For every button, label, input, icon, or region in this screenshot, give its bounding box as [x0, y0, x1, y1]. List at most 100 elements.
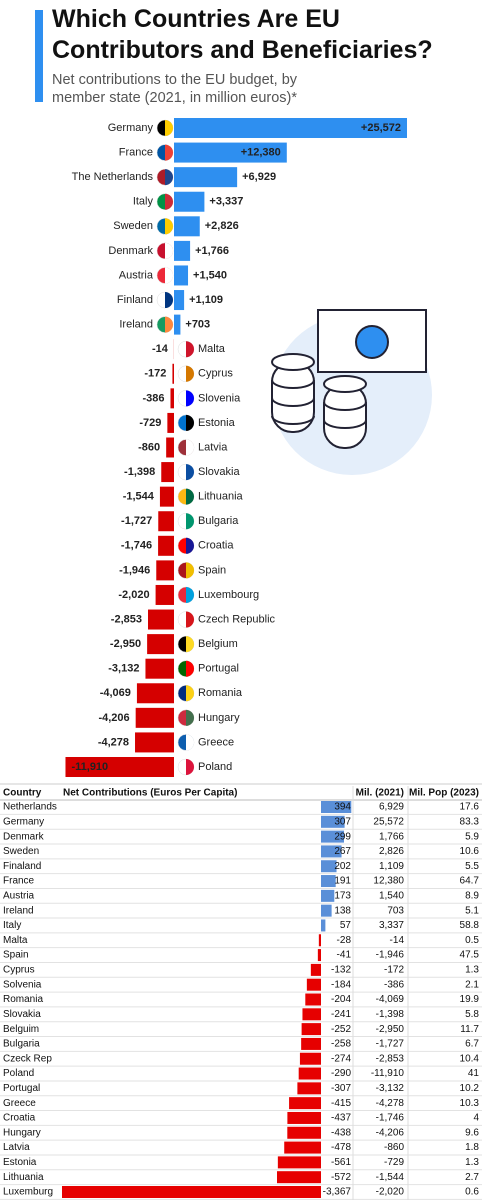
mil-cell: -2,950 [376, 1024, 405, 1035]
flag-part [165, 242, 173, 259]
category-label: Estonia [198, 417, 236, 429]
country-cell: Belguim [3, 1024, 39, 1035]
category-label: Cyprus [198, 368, 233, 380]
table-bar [297, 1082, 321, 1095]
mil-cell: -14 [390, 935, 405, 946]
value-label: -3,132 [108, 663, 139, 675]
table-bar [321, 815, 345, 828]
mil-cell: -2,020 [376, 1187, 405, 1198]
country-cell: Austria [3, 890, 35, 901]
value-label: -1,727 [121, 515, 152, 527]
mil-cell: 25,572 [373, 816, 404, 827]
mil-cell: -4,206 [376, 1127, 405, 1138]
country-cell: Poland [3, 1068, 34, 1079]
category-label: Finland [117, 294, 153, 306]
country-cell: Malta [3, 935, 28, 946]
country-cell: Estonia [3, 1157, 37, 1168]
pop-cell: 10.2 [460, 1083, 480, 1094]
flag-part [186, 562, 194, 579]
pop-cell: 1.8 [465, 1142, 479, 1153]
per-capita-cell: -41 [337, 950, 352, 961]
country-cell: Czeck Rep [3, 1053, 52, 1064]
table-bar [321, 845, 342, 858]
category-label: Czech Republic [198, 613, 276, 625]
country-cell: Slovakia [3, 1009, 41, 1020]
table-bar [321, 875, 336, 888]
bar [174, 118, 407, 138]
bar-chart: +25,572 Germany +12,380 France +6,929 The Net… [65, 118, 407, 777]
table-bar [302, 1008, 321, 1021]
category-label: Slovenia [198, 392, 241, 404]
table-bar [318, 934, 321, 947]
table-bar [287, 1111, 321, 1124]
table-bar [306, 978, 321, 991]
per-capita-cell: -241 [331, 1009, 351, 1020]
country-cell: Solvenia [3, 979, 42, 990]
per-capita-cell: -28 [337, 935, 352, 946]
bar [174, 240, 191, 261]
category-label: Lithuania [198, 491, 244, 503]
value-label: -729 [139, 417, 161, 429]
flag-part [186, 586, 194, 603]
bar [174, 167, 238, 188]
column-header: Net Contributions (Euros Per Capita) [63, 788, 237, 799]
bar [174, 216, 200, 237]
pop-cell: 10.4 [460, 1053, 480, 1064]
mil-cell: -172 [384, 965, 404, 976]
category-label: Bulgaria [198, 515, 239, 527]
country-cell: Romania [3, 994, 43, 1005]
mil-cell: -2,853 [376, 1053, 405, 1064]
per-capita-cell: -438 [331, 1127, 351, 1138]
mil-cell: 3,337 [379, 920, 404, 931]
value-label: +1,766 [195, 245, 229, 257]
flag-part [186, 660, 194, 677]
mil-cell: -860 [384, 1142, 404, 1153]
country-cell: Latvia [3, 1142, 30, 1153]
value-label: -2,020 [118, 589, 149, 601]
flag-part [186, 537, 194, 554]
value-label: +3,337 [209, 196, 243, 208]
chart-subtitle: Net contributions to the EU budget, by m… [52, 72, 298, 106]
mil-cell: 2,826 [379, 846, 404, 857]
column-header: Country [3, 788, 42, 799]
country-cell: Germany [3, 816, 44, 827]
country-cell: Ireland [3, 905, 34, 916]
category-label: Greece [198, 736, 234, 748]
category-label: Spain [198, 564, 226, 576]
bar [159, 486, 174, 507]
pop-cell: 58.8 [460, 920, 480, 931]
mil-cell: -1,544 [376, 1172, 405, 1183]
bar [135, 707, 174, 728]
bar [167, 412, 174, 433]
table-bar [321, 860, 337, 873]
table: Country Net Contributions (Euros Per Capi… [0, 786, 482, 1200]
category-label: Romania [198, 687, 243, 699]
coin-stack [323, 383, 367, 449]
mil-cell: -1,727 [376, 1039, 405, 1050]
per-capita-cell: 394 [334, 802, 351, 813]
flag-part [186, 390, 194, 407]
per-capita-cell: -184 [331, 979, 351, 990]
bar [174, 265, 189, 286]
flag-part [165, 144, 173, 161]
column-header: Mil. Pop (2023) [409, 788, 479, 799]
pop-cell: 11.7 [460, 1024, 479, 1035]
bar [147, 634, 174, 655]
pop-cell: 19.9 [460, 994, 480, 1005]
pop-cell: 83.3 [460, 816, 480, 827]
flag-part [186, 414, 194, 431]
bar [174, 191, 205, 212]
banknote-dot [355, 325, 389, 359]
value-label: -1,544 [123, 491, 155, 503]
mil-cell: -1,398 [376, 1009, 405, 1020]
per-capita-cell: -258 [331, 1039, 351, 1050]
mil-cell: -386 [384, 979, 404, 990]
bar [65, 757, 174, 777]
country-cell: Luxemburg [3, 1187, 53, 1198]
per-capita-cell: -478 [331, 1142, 351, 1153]
pop-cell: 17.6 [460, 802, 480, 813]
flag-part [186, 709, 194, 726]
mil-cell: -1,946 [376, 950, 405, 961]
category-label: Denmark [108, 245, 153, 257]
